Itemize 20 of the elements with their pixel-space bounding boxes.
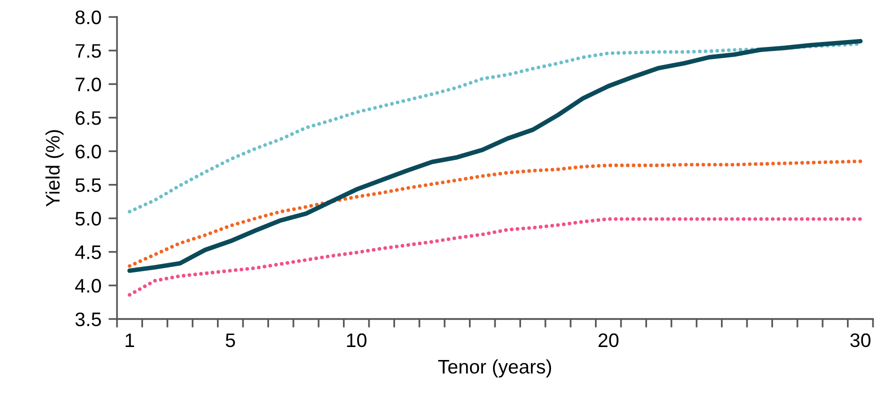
line-series: [128, 159, 862, 268]
y-tick-label: 4.5: [75, 246, 101, 260]
line-series: [128, 217, 862, 297]
line-series: [127, 38, 863, 273]
y-tick-label: 5.0: [75, 212, 101, 226]
x-tick-label: 10: [347, 333, 366, 348]
y-tick-label: 8.0: [76, 10, 101, 24]
x-tick-label: 20: [598, 333, 618, 348]
x-axis-title: Tenor (years): [438, 359, 552, 378]
y-tick-label: 7.5: [76, 44, 101, 58]
y-tick-label: 6.0: [76, 144, 101, 158]
x-tick-label: 30: [850, 333, 870, 348]
y-tick-label: 3.5: [75, 312, 101, 326]
y-tick-label: 6.5: [76, 111, 101, 125]
x-tick-label: 5: [226, 334, 235, 348]
y-tick-label: 7.0: [76, 78, 101, 92]
y-tick-label: 4.0: [75, 278, 101, 293]
y-tick-label: 5.5: [75, 178, 101, 192]
x-tick-label: 1: [126, 334, 134, 347]
y-axis-title: Yield (%): [45, 130, 64, 207]
